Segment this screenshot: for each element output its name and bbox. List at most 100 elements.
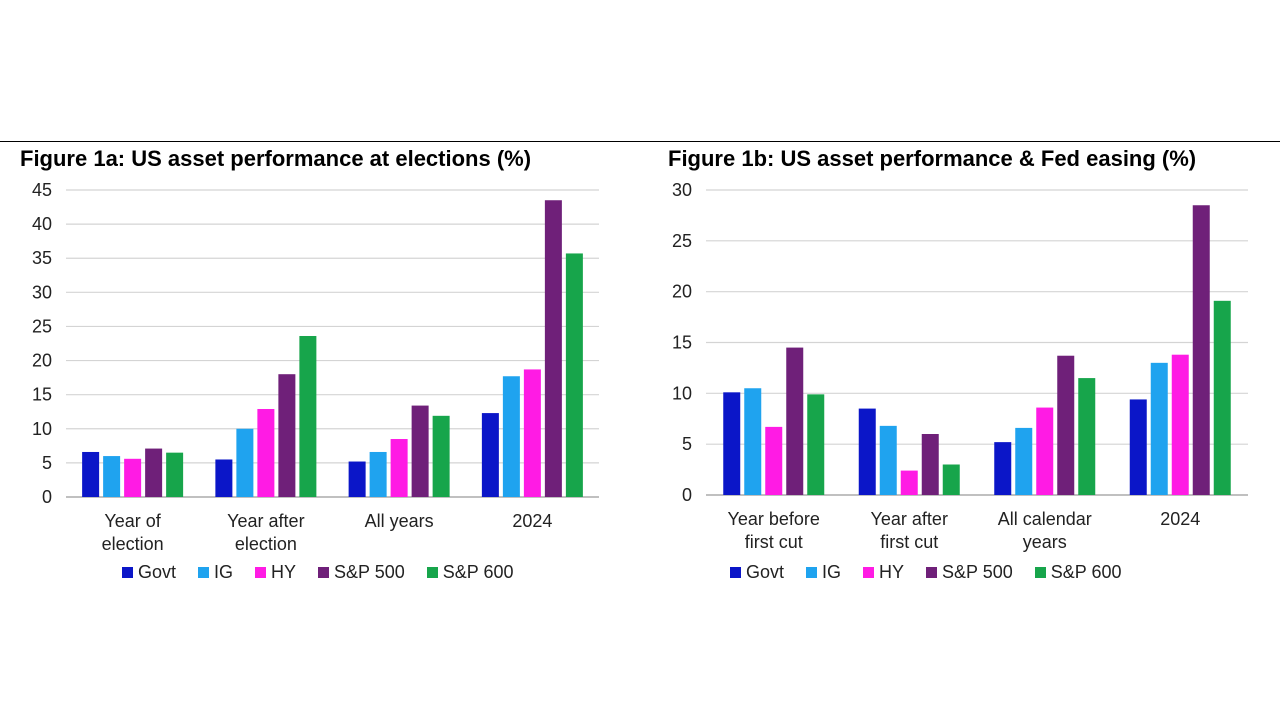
bar-hy [1036, 407, 1054, 495]
y-tick-label: 35 [32, 248, 52, 268]
bar-s-p-500 [278, 374, 296, 497]
legend-item: S&P 500 [318, 562, 405, 583]
bar-govt [723, 392, 741, 495]
bar-ig [744, 388, 762, 495]
bar-govt [1129, 399, 1147, 495]
y-tick-label: 40 [32, 214, 52, 234]
y-tick-label: 30 [672, 180, 692, 200]
bar-ig [236, 428, 254, 497]
bar-hy [523, 369, 541, 497]
legend-label: S&P 600 [442, 562, 514, 582]
x-category-label: election [235, 534, 297, 554]
bar-s-p-500 [145, 448, 163, 497]
legend-swatch [730, 567, 741, 578]
bar-s-p-600 [565, 253, 583, 497]
bar-s-p-500 [411, 405, 429, 497]
bar-s-p-600 [942, 464, 960, 495]
x-category-label: Year of [104, 511, 161, 531]
y-tick-label: 5 [42, 453, 52, 473]
legend-label: S&P 500 [334, 562, 405, 582]
figure-1a-chart: 0 5 10 15 20 25 30 35 40 45 Year of election Year af… [32, 180, 599, 554]
bar-s-p-500 [1192, 205, 1210, 495]
legend-swatch [122, 567, 133, 578]
bar-hy [900, 470, 918, 495]
bar-govt [215, 459, 233, 497]
bar-govt [858, 408, 876, 495]
bar-govt [348, 461, 366, 497]
legend-label: Govt [746, 562, 785, 582]
legend-item: Govt [730, 562, 784, 583]
legend-swatch [198, 567, 210, 578]
legend-item: S&P 500 [926, 562, 1013, 583]
x-category-label: first cut [745, 532, 803, 552]
bar-s-p-600 [1078, 378, 1096, 495]
bar-govt [82, 451, 100, 497]
legend-label: Govt [138, 562, 177, 582]
legend-swatch [318, 567, 330, 578]
bar-govt [994, 442, 1012, 495]
legend-item: HY [863, 562, 904, 583]
bar-s-p-500 [786, 347, 804, 495]
bar-s-p-600 [166, 452, 184, 497]
legend-item: IG [198, 562, 233, 583]
legend-label: IG [214, 562, 234, 582]
figure-1b-title: Figure 1b: US asset performance & Fed ea… [668, 146, 1197, 171]
legend-swatch [863, 567, 875, 578]
y-tick-label: 25 [32, 316, 52, 336]
bar-ig [103, 456, 121, 497]
figure-1b-chart: 0 5 10 15 20 25 30 Year before first cut Year aft… [672, 180, 1248, 552]
legend-swatch [926, 567, 938, 578]
legend-item: HY [255, 562, 296, 583]
x-category-label: Year after [871, 509, 948, 529]
x-category-label: All calendar [998, 509, 1092, 529]
figure-1a-title: Figure 1a: US asset performance at elect… [20, 146, 532, 171]
x-category-label: 2024 [1160, 509, 1200, 529]
bar-s-p-500 [544, 200, 562, 497]
x-category-label: years [1023, 532, 1067, 552]
legend-item: S&P 600 [1034, 562, 1122, 583]
legend-label: HY [271, 562, 297, 582]
legend-label: HY [879, 562, 905, 582]
figure-1b-panel: Figure 1b: US asset performance & Fed ea… [660, 142, 1268, 602]
x-category-label: 2024 [512, 511, 552, 531]
bar-s-p-600 [299, 335, 317, 497]
bar-ig [502, 376, 520, 497]
y-tick-label: 30 [32, 282, 52, 302]
bar-hy [765, 426, 783, 495]
bar-hy [1171, 354, 1189, 495]
bar-s-p-500 [1057, 355, 1075, 495]
legend-item: IG [806, 562, 841, 583]
y-tick-label: 15 [32, 385, 52, 405]
bar-ig [1150, 362, 1168, 495]
y-tick-label: 0 [42, 487, 52, 507]
legend-label: IG [822, 562, 842, 582]
bar-s-p-500 [921, 434, 939, 495]
legend-label: S&P 600 [1050, 562, 1122, 582]
bar-s-p-600 [807, 394, 825, 495]
bar-ig [369, 451, 387, 497]
legend-item: S&P 600 [426, 562, 514, 583]
bar-hy [124, 458, 142, 497]
y-tick-label: 20 [672, 282, 692, 302]
y-tick-label: 10 [672, 383, 692, 403]
y-tick-label: 10 [32, 419, 52, 439]
legend-label: S&P 500 [942, 562, 1013, 582]
x-category-label: first cut [880, 532, 938, 552]
top-divider-line [0, 141, 1280, 142]
x-category-label: Year after [227, 511, 304, 531]
y-tick-label: 15 [672, 333, 692, 353]
y-tick-label: 45 [32, 180, 52, 200]
bar-hy [390, 439, 408, 497]
legend-swatch [1034, 567, 1046, 578]
bar-ig [879, 425, 897, 495]
bar-hy [257, 408, 275, 497]
figure-1b-legend: Govt IG HY S&P 500 S&P 600 [730, 562, 1144, 583]
x-category-label: Year before [728, 509, 820, 529]
bar-s-p-600 [1213, 300, 1231, 495]
y-tick-label: 5 [682, 434, 692, 454]
figure-1a-legend: Govt IG HY S&P 500 S&P 600 [122, 562, 536, 583]
legend-swatch [426, 567, 438, 578]
y-tick-label: 25 [672, 231, 692, 251]
legend-swatch [806, 567, 818, 578]
legend-item: Govt [122, 562, 176, 583]
